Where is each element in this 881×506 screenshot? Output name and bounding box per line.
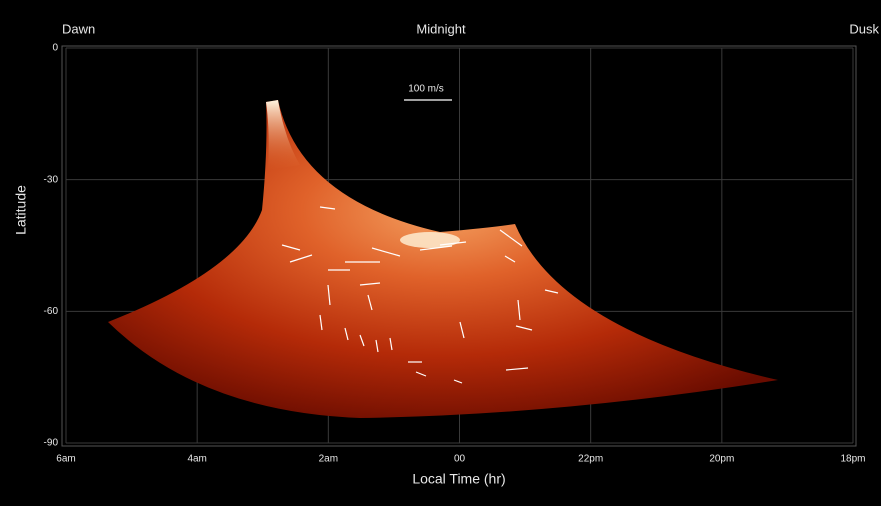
x-tick-label: 00 bbox=[454, 454, 466, 465]
top-label: Dusk bbox=[849, 21, 879, 36]
top-label: Midnight bbox=[416, 21, 466, 36]
x-tick-label: 2am bbox=[319, 454, 338, 465]
x-tick-label: 22pm bbox=[578, 454, 603, 465]
x-axis-label: Local Time (hr) bbox=[412, 471, 505, 487]
bright-tip bbox=[266, 100, 300, 170]
x-tick-label: 20pm bbox=[709, 454, 734, 465]
x-tick-label: 18pm bbox=[840, 454, 865, 465]
y-tick-label: -30 bbox=[44, 174, 59, 185]
scale-label: 100 m/s bbox=[408, 84, 444, 95]
y-axis-label: Latitude bbox=[13, 185, 29, 235]
cloud-image bbox=[108, 100, 778, 418]
wind-vectors bbox=[281, 206, 559, 384]
plot-frame bbox=[61, 45, 857, 447]
y-tick-label: -90 bbox=[44, 438, 59, 449]
y-tick-label: 0 bbox=[52, 43, 58, 54]
x-tick-label: 4am bbox=[187, 454, 206, 465]
y-tick-label: -60 bbox=[44, 306, 59, 317]
top-label: Dawn bbox=[62, 21, 95, 36]
x-tick-label: 6am bbox=[56, 454, 75, 465]
